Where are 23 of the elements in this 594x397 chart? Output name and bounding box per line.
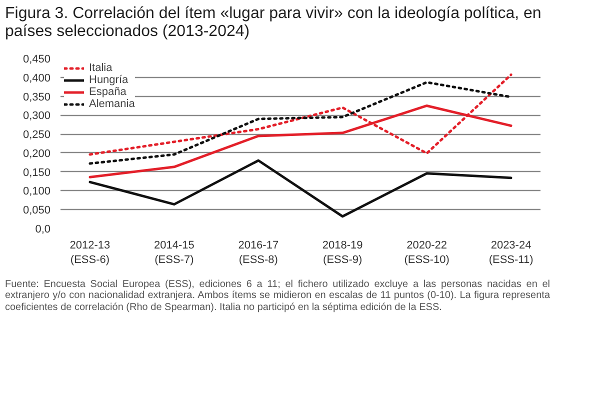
y-tick-label: 0,150: [22, 166, 51, 179]
y-tick-label: 0,200: [22, 148, 51, 160]
y-tick-label: 0,100: [22, 186, 51, 198]
legend-label: Hungría: [89, 74, 128, 86]
x-tick-label: 2012-13 (ESS-6): [70, 239, 110, 266]
x-tick-label: 2023-24 (ESS-11): [488, 239, 534, 266]
legend-label: Alemania: [89, 98, 135, 110]
y-tick-label: 0,350: [22, 91, 51, 104]
y-tick-label: 0,050: [22, 204, 51, 216]
x-tick-label: 2018-19 (ESS-9): [322, 239, 363, 266]
legend-label: España: [89, 86, 126, 98]
line-series: [88, 159, 512, 218]
y-tick-label: 0,450: [22, 53, 51, 66]
x-tick-label: 2020-22 (ESS-10): [404, 239, 450, 266]
y-tick-label: 0,0: [35, 223, 51, 236]
y-tick-label: 0,400: [22, 72, 51, 84]
x-tick-label: 2016-17 (ESS-8): [238, 239, 279, 266]
legend-label: Italia: [89, 62, 112, 74]
y-tick-label: 0,250: [22, 128, 51, 141]
source-note: Fuente: Encuesta Social Europea (ESS), ediciones 6 a 11; el fichero utilizado excluye a las personas nacidas en el extranjero y/o con nacionalidad extranjera. Ambos ítems se midieron en escalas de 11 puntos (0-10). La figura representa coeficientes de correlación (Rho de Spearman). Italia no participó en la séptima edición de la ESS.: [5, 278, 550, 314]
y-tick-label: 0,300: [22, 110, 51, 122]
chart-title: Figura 3. Correlación del ítem «lugar para vivir» con la ideología política, en países seleccionados (2013-2024): [5, 5, 542, 42]
x-tick-label: 2014-15 (ESS-7): [154, 239, 194, 266]
